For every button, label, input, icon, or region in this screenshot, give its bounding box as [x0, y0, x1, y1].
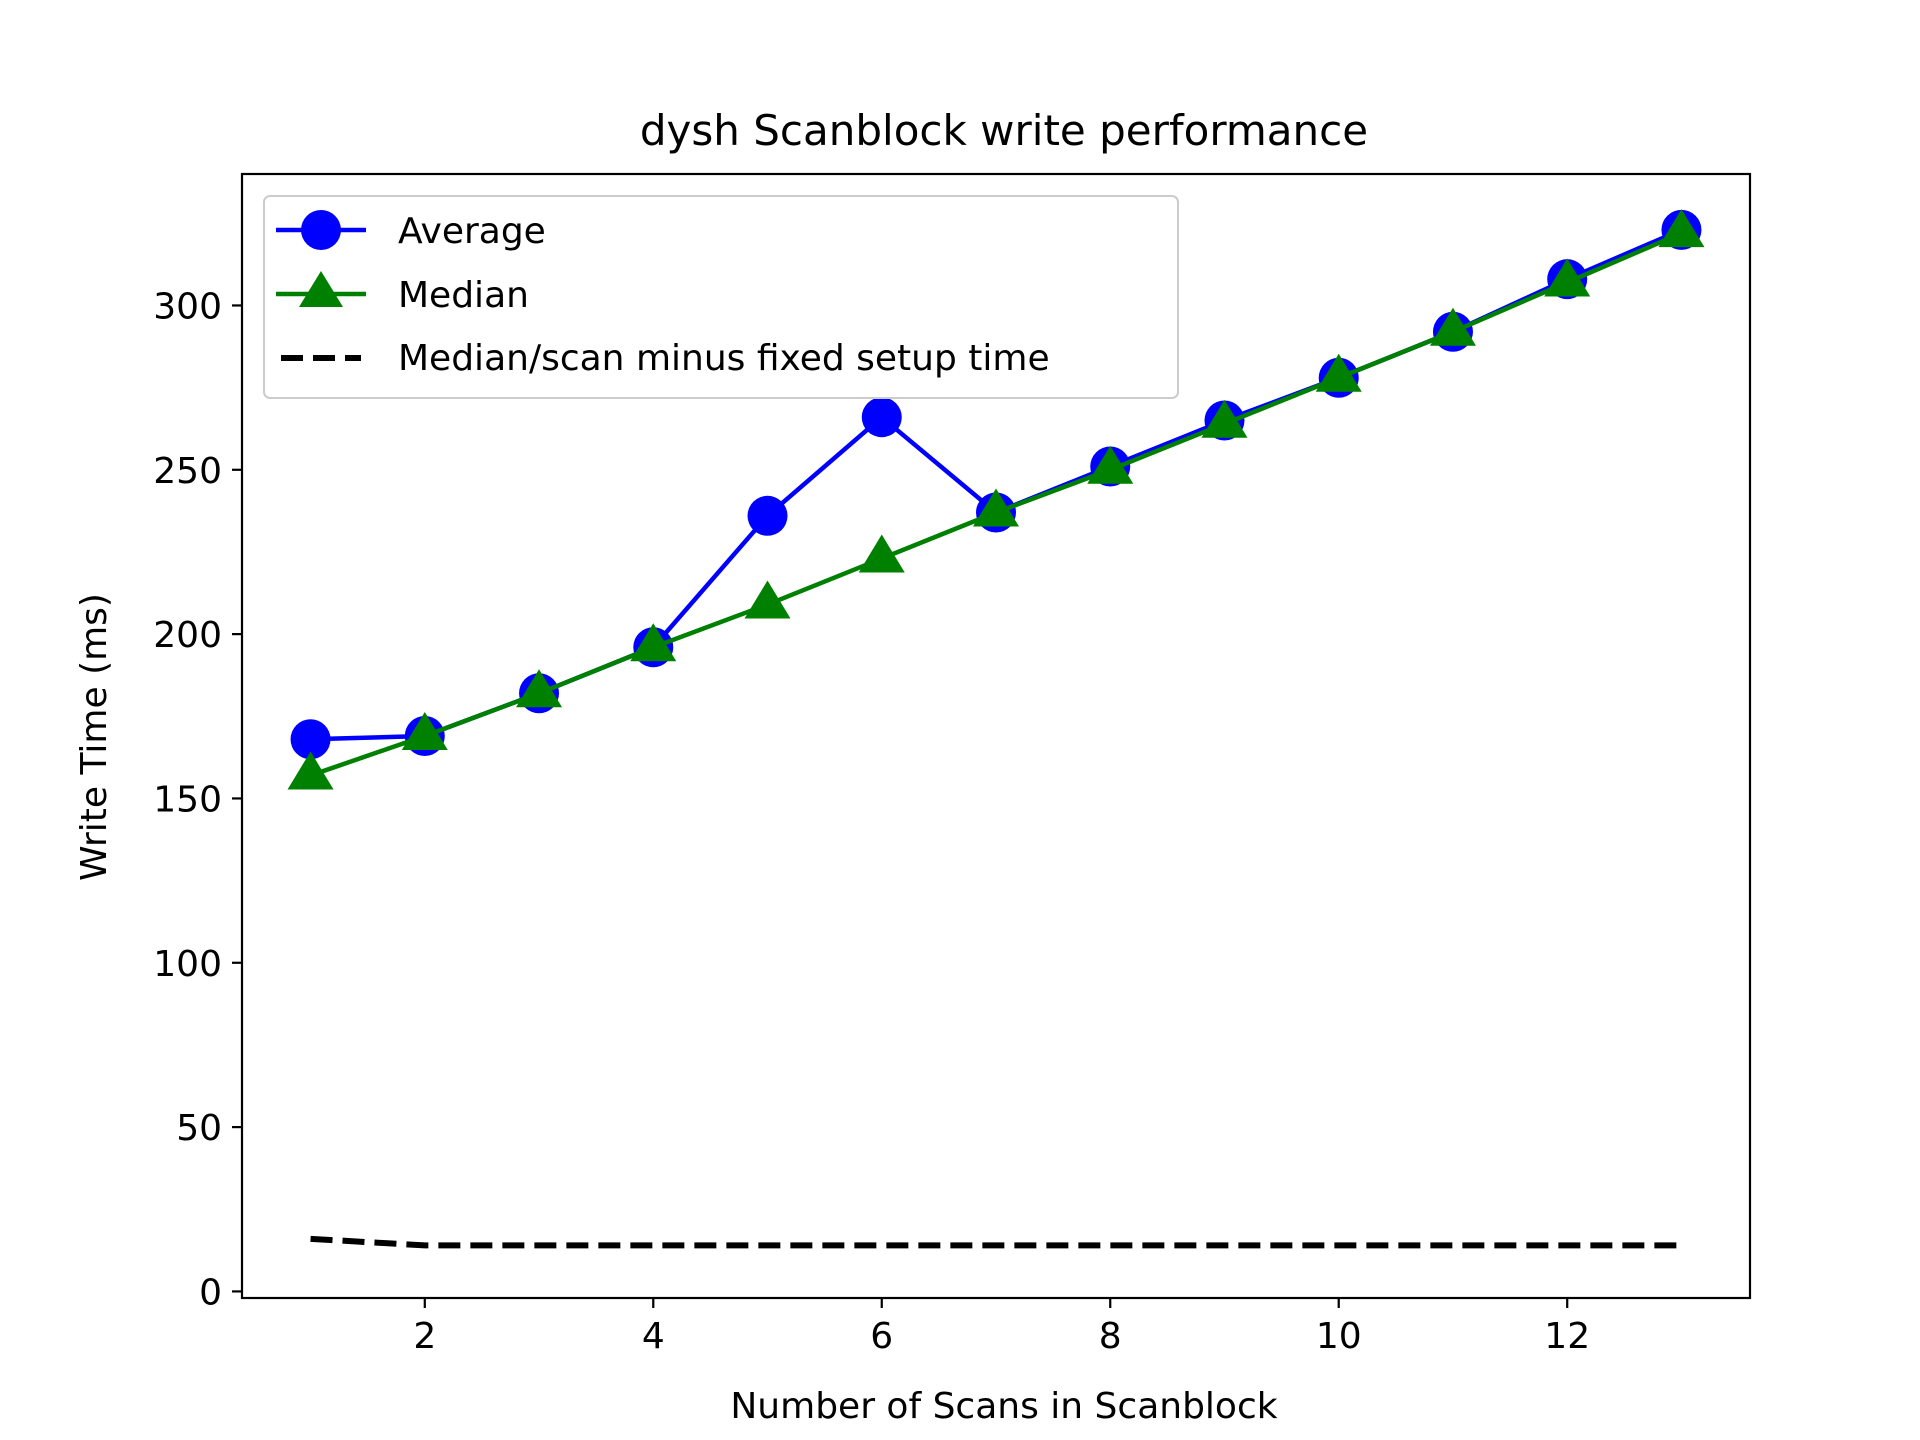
data-point-median: [973, 488, 1019, 527]
data-point-median: [744, 580, 791, 619]
legend-median-per-scan-label: Median/scan minus fixed setup time: [398, 338, 1050, 379]
data-point-median: [1201, 399, 1248, 438]
data-point-average: [747, 495, 788, 536]
x-tick-label: 12: [1544, 1316, 1590, 1357]
y-tick-label: 100: [153, 944, 222, 985]
x-tick-label: 6: [870, 1316, 893, 1357]
x-tick-label: 4: [642, 1316, 665, 1357]
y-axis: 0 50 100 150 200 250 300: [153, 286, 242, 1313]
data-point-median: [516, 669, 563, 708]
x-axis: 2 4 6 8 10 12: [413, 1298, 1590, 1357]
x-axis-label: Number of Scans in Scanblock: [730, 1386, 1277, 1427]
data-point-median: [1429, 307, 1476, 346]
series-layer: [287, 209, 1705, 1249]
y-tick-label: 50: [176, 1108, 222, 1149]
legend-average-marker: [301, 210, 341, 250]
plot-area: [240, 172, 1752, 1300]
x-tick-label: 8: [1099, 1316, 1122, 1357]
legend-item-median-per-scan: Median/scan minus fixed setup time: [281, 338, 1050, 379]
data-point-median: [1315, 353, 1362, 392]
data-point-median: [858, 534, 905, 573]
data-point-average: [290, 719, 331, 760]
legend-average-label: Average: [398, 211, 546, 252]
series-line-median-scan-minus-fixed-setup-time: [310, 1235, 1682, 1249]
legend-item-median: Median: [276, 271, 529, 316]
x-tick-label: 2: [413, 1316, 436, 1357]
data-point-median: [630, 623, 677, 662]
y-tick-label: 250: [153, 451, 222, 492]
series-median-scan-minus-fixed-setup-time: [310, 1235, 1682, 1249]
series-median: [287, 209, 1705, 790]
axes-frame: [240, 172, 1752, 1300]
legend-box: [263, 195, 1179, 399]
data-point-median: [401, 712, 448, 750]
data-point-average: [861, 397, 902, 438]
y-tick-label: 200: [153, 615, 222, 656]
y-tick-label: 150: [153, 779, 222, 820]
legend-median-label: Median: [398, 275, 529, 316]
y-tick-label: 0: [199, 1272, 222, 1313]
data-point-median: [1544, 258, 1591, 297]
x-tick-label: 10: [1316, 1316, 1362, 1357]
legend-item-average: Average: [276, 210, 546, 252]
data-point-median: [287, 751, 334, 790]
legend: Average Median Median/scan minus fixed s…: [263, 195, 1179, 399]
data-point-median: [1087, 445, 1134, 484]
y-tick-label: 300: [153, 286, 222, 327]
chart-title: dysh Scanblock write performance: [640, 106, 1368, 155]
legend-median-marker: [299, 271, 343, 307]
y-axis-label: Write Time (ms): [74, 593, 115, 881]
data-point-median: [1658, 209, 1705, 248]
